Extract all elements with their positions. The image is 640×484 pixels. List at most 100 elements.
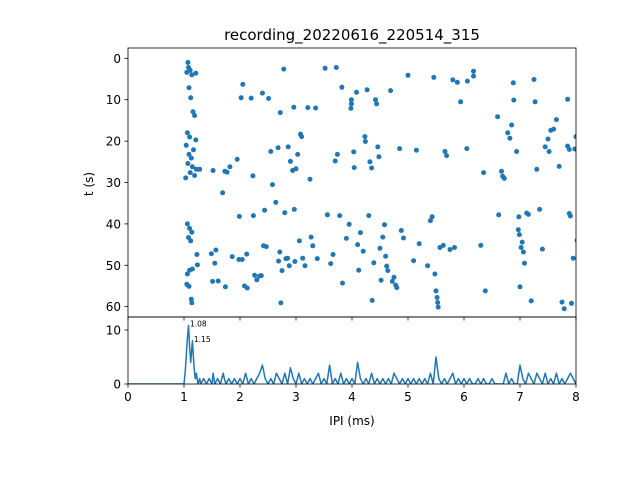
scatter-point [545,136,551,142]
scatter-point [509,122,515,128]
scatter-point [432,271,438,277]
scatter-point [510,80,516,86]
scatter-point [328,261,334,267]
scatter-point [310,243,316,249]
scatter-point [324,212,330,218]
scatter-point [520,249,526,255]
scatter-point [362,134,368,140]
scatter-point [542,144,548,150]
scatter-point [385,268,391,274]
scatter-point [220,190,226,196]
scatter-point [189,229,195,235]
scatter-point [380,234,386,240]
scatter-point [189,266,195,272]
scatter-point [330,252,336,257]
scatter-point [193,137,199,143]
scatter-point [281,66,287,72]
scatter-point [185,161,191,166]
scatter-point [556,163,562,169]
scatter-point [539,246,545,252]
scatter-point [391,274,397,280]
scatter-point [266,96,272,101]
scatter-point [296,238,302,244]
scatter-point [495,114,501,120]
scatter-point [189,300,195,306]
scatter-point [236,213,242,219]
scatter-point [285,255,291,261]
scatter-point [528,298,534,304]
scatter-point [373,97,378,103]
scatter-point [573,134,576,140]
scatter-point [355,242,361,248]
top-y-tick-label: 0 [113,52,121,66]
top-y-tick-label: 60 [106,300,121,314]
scatter-point [240,81,246,87]
scatter-point [189,72,195,78]
scatter-point [367,159,373,165]
scatter-point [553,117,559,123]
scatter-point [346,221,352,227]
scatter-point [481,170,487,176]
scatter-point [371,260,377,266]
bottom-y-tick-label: 10 [106,323,121,337]
scatter-point [189,164,195,170]
scatter-point [525,211,531,217]
scatter-point [192,113,198,118]
scatter-point [348,97,354,103]
scatter-point [305,105,311,111]
scatter-point [291,206,297,212]
scatter-point [300,255,306,261]
scatter-point [452,245,457,250]
scatter-point [254,277,260,283]
scatter-point [333,65,339,70]
scatter-point [505,130,511,136]
scatter-point [427,218,433,224]
scatter-point [188,238,194,244]
scatter-point [366,213,372,219]
bottom-y-tick-label: 0 [113,378,121,392]
scatter-point [405,72,411,78]
scatter-point [222,168,228,174]
scatter-point [450,77,456,83]
scatter-point [566,146,572,152]
scatter-point [234,156,240,162]
top-y-tick-label: 10 [106,93,121,107]
scatter-point [565,96,571,102]
scatter-point [183,175,189,181]
ipi-histogram-line [128,324,576,384]
scatter-point [277,110,283,116]
scatter-point [259,90,265,96]
scatter-point [186,283,192,289]
scatter-point [250,213,256,219]
bottom-x-tick-label: 4 [348,390,356,404]
scatter-point [401,235,406,241]
scatter-point [291,104,297,110]
scatter-points [183,60,576,312]
scatter-point [279,268,285,274]
scatter-point [187,134,193,140]
top-scatter-panel: 0 10 20 30 40 50 60 [106,47,577,321]
chart-title: recording_20220616_220514_315 [224,26,480,45]
scatter-point [250,173,256,179]
scatter-point [210,278,216,284]
scatter-point [293,166,299,172]
scatter-point [208,251,214,257]
scatter-point [354,89,359,95]
scatter-point [188,95,194,101]
scatter-point [339,84,345,90]
scatter-point [435,304,441,310]
scatter-point [238,95,244,101]
scatter-point [411,258,417,264]
scatter-point [295,151,301,157]
bottom-x-tick-label: 6 [460,390,468,404]
scatter-point [307,176,313,182]
scatter-point [183,142,189,148]
scatter-point [275,145,281,151]
scatter-point [314,256,320,262]
scatter-point [431,74,437,80]
scatter-point [222,284,228,290]
bottom-x-tick-label: 2 [236,390,244,404]
scatter-point [252,272,258,278]
scatter-point [442,149,448,154]
